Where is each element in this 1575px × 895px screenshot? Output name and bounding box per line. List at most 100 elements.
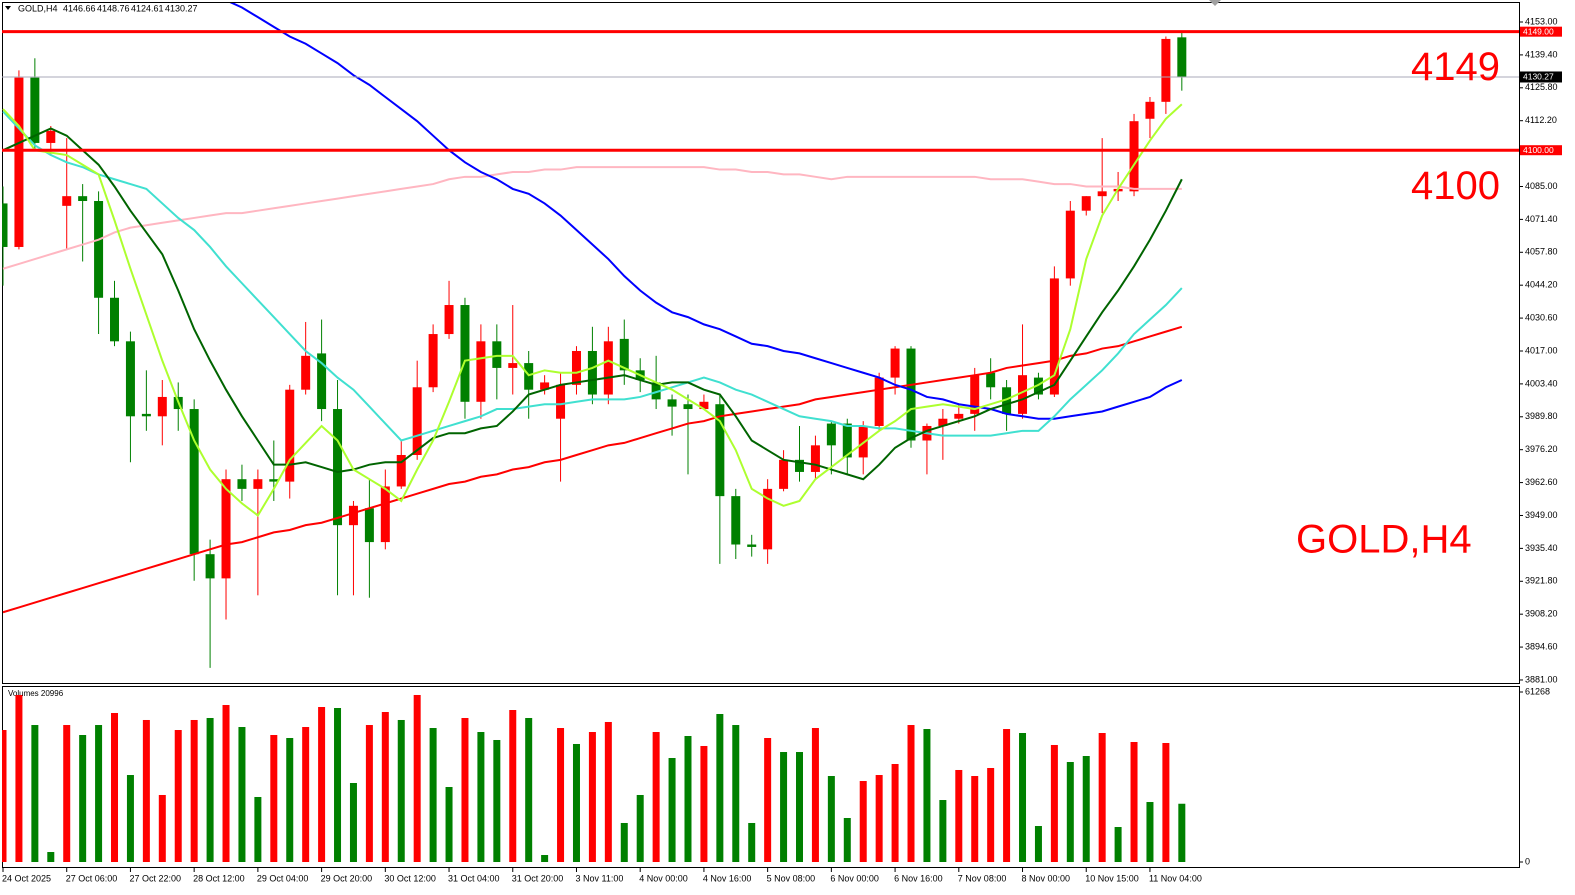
volume-bar: [588, 732, 596, 862]
candle-body: [810, 445, 820, 472]
volume-bar: [859, 781, 867, 862]
volume-bar: [2, 730, 7, 862]
candle-body: [1065, 210, 1075, 279]
volume-bar: [955, 769, 963, 862]
x-tick-label: 30 Oct 12:00: [384, 873, 436, 883]
volume-title: Volumes 20996: [8, 689, 64, 698]
moving-average: [2, 103, 1183, 517]
x-tick-label: 6 Nov 00:00: [830, 873, 879, 883]
candle-body: [157, 396, 167, 417]
volume-bar: [525, 717, 533, 862]
header-high: 4148.76: [97, 3, 130, 13]
candle-body: [699, 401, 709, 410]
candle-body: [125, 341, 135, 417]
candle-body: [1177, 37, 1187, 77]
volume-bar: [334, 708, 342, 862]
x-tick-label: 4 Nov 00:00: [639, 873, 688, 883]
candle-body: [46, 130, 56, 143]
candle-body: [1049, 278, 1059, 395]
volume-bar: [764, 737, 772, 862]
y-tick-label: 3962.60: [1525, 477, 1558, 487]
volume-bar: [254, 796, 262, 862]
watermark: GOLD,H4: [1296, 518, 1472, 562]
x-tick-label: 27 Oct 22:00: [129, 873, 181, 883]
candle-body: [237, 479, 247, 489]
candle-body: [94, 201, 104, 298]
candle-body: [651, 382, 661, 400]
candle-body: [683, 404, 693, 410]
candle-body: [556, 384, 566, 419]
candle-body: [540, 382, 550, 390]
candle-body: [763, 488, 773, 550]
moving-average: [2, 325, 1183, 614]
volume-bar: [780, 752, 788, 862]
volume-bar: [286, 737, 294, 862]
candle-body: [1129, 121, 1139, 192]
candle-body: [269, 479, 279, 482]
volume-bar: [63, 725, 71, 862]
candle-body: [78, 196, 88, 202]
header-close: 4130.27: [165, 3, 198, 13]
level-tag-label: 4149.00: [1523, 26, 1554, 36]
x-tick-label: 10 Nov 15:00: [1085, 873, 1139, 883]
chart-shift-marker: [1209, 0, 1221, 6]
candle-body: [428, 334, 438, 388]
candle-body: [1033, 377, 1043, 395]
x-tick-label: 24 Oct 2025: [2, 873, 51, 883]
y-tick-label: 3935.40: [1525, 543, 1558, 553]
volume-bar: [158, 794, 166, 862]
volume-bar: [174, 730, 182, 862]
candle-body: [715, 404, 725, 497]
candle-body: [14, 77, 24, 247]
x-tick-label: 5 Nov 08:00: [767, 873, 816, 883]
y-tick-label: 4003.40: [1525, 378, 1558, 388]
volume-bar: [700, 745, 708, 862]
candle-body: [444, 305, 454, 335]
candle-body: [412, 387, 422, 456]
volume-bar: [461, 717, 469, 862]
y-tick-label: 4139.40: [1525, 49, 1558, 59]
volume-bar: [557, 728, 565, 862]
volume-bar: [541, 855, 549, 862]
volume-bar: [604, 721, 612, 862]
y-tick-label: 3881.00: [1525, 674, 1558, 684]
candle-body: [1002, 387, 1012, 414]
y-tick-label: 4112.20: [1525, 115, 1557, 125]
volume-bar: [891, 763, 899, 862]
price-plot: [2, 3, 1187, 668]
candle-body: [890, 348, 900, 378]
x-tick-label: 3 Nov 11:00: [575, 873, 623, 883]
y-tick-label: 4071.40: [1525, 214, 1558, 224]
x-tick-label: 6 Nov 16:00: [894, 873, 943, 883]
candle-body: [874, 377, 884, 426]
volume-bar: [111, 712, 119, 862]
level-annotation: 4149: [1411, 45, 1500, 89]
x-tick-label: 7 Nov 08:00: [958, 873, 1007, 883]
volume-bar: [875, 775, 883, 862]
candle-body: [253, 479, 263, 489]
candle-body: [524, 363, 534, 390]
volume-bar: [206, 717, 214, 862]
candle-body: [795, 459, 804, 472]
candle-body: [906, 348, 916, 441]
candle-body: [571, 350, 581, 385]
candle-body: [826, 423, 836, 446]
volume-bar: [1003, 729, 1011, 862]
volume-plot: [2, 694, 1186, 862]
moving-average: [229, 3, 1183, 420]
volume-bar: [270, 735, 278, 862]
candle-body: [667, 399, 677, 407]
candle-body: [954, 413, 964, 419]
candle-body: [285, 389, 295, 482]
volume-bar: [620, 822, 628, 862]
x-tick-label: 28 Oct 12:00: [193, 873, 245, 883]
y-tick-label: 3949.00: [1525, 510, 1558, 520]
bid-tag: [1520, 71, 1562, 83]
y-tick-label: 4125.80: [1525, 82, 1558, 92]
candle-body: [30, 77, 40, 143]
moving-average: [2, 127, 1183, 481]
volume-bar: [668, 758, 676, 862]
header-arrow: [5, 6, 11, 10]
candle-body: [986, 372, 996, 388]
